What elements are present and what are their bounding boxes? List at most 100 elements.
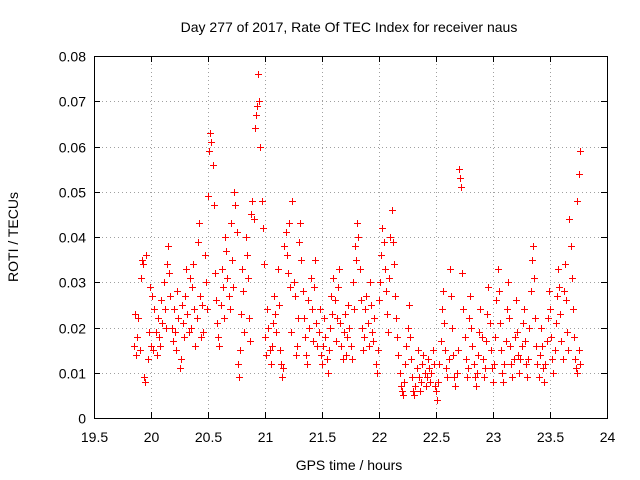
data-point [141, 374, 148, 381]
data-point [441, 320, 448, 327]
data-point [550, 370, 557, 377]
data-point [286, 220, 293, 227]
data-point [240, 288, 247, 295]
data-point [456, 166, 463, 173]
x-tick-label: 23.5 [537, 429, 564, 445]
data-point [450, 352, 457, 359]
data-point [338, 343, 345, 350]
y-tick-label: 0.03 [59, 275, 86, 291]
data-point [439, 306, 446, 313]
data-point [540, 365, 547, 372]
data-point [565, 347, 572, 354]
data-point [552, 347, 559, 354]
data-point [545, 315, 552, 322]
data-point [306, 325, 313, 332]
data-point [506, 315, 513, 322]
data-point [265, 325, 272, 332]
data-point [173, 347, 180, 354]
data-point [561, 288, 568, 295]
data-point [402, 361, 409, 368]
data-point [161, 279, 168, 286]
data-point [522, 338, 529, 345]
data-point [503, 338, 510, 345]
data-point [352, 243, 359, 250]
data-point [500, 379, 507, 386]
data-point [213, 297, 220, 304]
grid-lines [94, 56, 607, 418]
data-point [253, 112, 260, 119]
data-point [301, 315, 308, 322]
data-point [529, 257, 536, 264]
data-point [229, 257, 236, 264]
data-point [367, 279, 374, 286]
data-point [317, 306, 324, 313]
data-point [536, 374, 543, 381]
data-point [268, 361, 275, 368]
data-point [150, 347, 157, 354]
data-point [363, 293, 370, 300]
data-point [134, 334, 141, 341]
data-point [195, 239, 202, 246]
data-point [182, 293, 189, 300]
data-point [487, 320, 494, 327]
data-point [249, 198, 256, 205]
data-point [558, 338, 565, 345]
data-point [234, 229, 241, 236]
data-point [237, 347, 244, 354]
data-point [508, 361, 515, 368]
data-point [344, 334, 351, 341]
data-point [574, 198, 581, 205]
data-point [409, 374, 416, 381]
data-point [416, 374, 423, 381]
data-point [369, 329, 376, 336]
data-point [212, 270, 219, 277]
data-point [400, 392, 407, 399]
data-point [472, 374, 479, 381]
data-point [332, 297, 339, 304]
data-point [480, 356, 487, 363]
data-point [251, 216, 258, 223]
x-tick-label: 23 [486, 429, 502, 445]
data-point [207, 130, 214, 137]
data-point [418, 379, 425, 386]
data-point [231, 189, 238, 196]
data-point [504, 306, 511, 313]
data-point [557, 311, 564, 318]
data-point [149, 293, 156, 300]
data-point [309, 306, 316, 313]
data-point [511, 356, 518, 363]
data-point [370, 338, 377, 345]
data-point [353, 257, 360, 264]
data-point [211, 202, 218, 209]
data-point [477, 306, 484, 313]
data-point [296, 239, 303, 246]
data-point [499, 370, 506, 377]
data-point [452, 383, 459, 390]
data-point [408, 356, 415, 363]
data-point [464, 374, 471, 381]
data-point [246, 315, 253, 322]
data-point [255, 71, 262, 78]
data-point [336, 266, 343, 273]
data-point [260, 225, 267, 232]
data-point [335, 284, 342, 291]
data-point [313, 320, 320, 327]
data-point [440, 288, 447, 295]
data-point [371, 315, 378, 322]
data-point [574, 370, 581, 377]
data-point [197, 293, 204, 300]
data-point [284, 252, 291, 259]
data-point [287, 284, 294, 291]
data-point [184, 311, 191, 318]
y-tick-label: 0.02 [59, 321, 86, 337]
data-point [143, 252, 150, 259]
data-point [188, 325, 195, 332]
x-tick-label: 21.5 [309, 429, 336, 445]
data-point [325, 370, 332, 377]
x-tick-label: 19.5 [81, 429, 108, 445]
data-point [196, 220, 203, 227]
data-point [436, 361, 443, 368]
data-point [238, 311, 245, 318]
data-point [204, 306, 211, 313]
